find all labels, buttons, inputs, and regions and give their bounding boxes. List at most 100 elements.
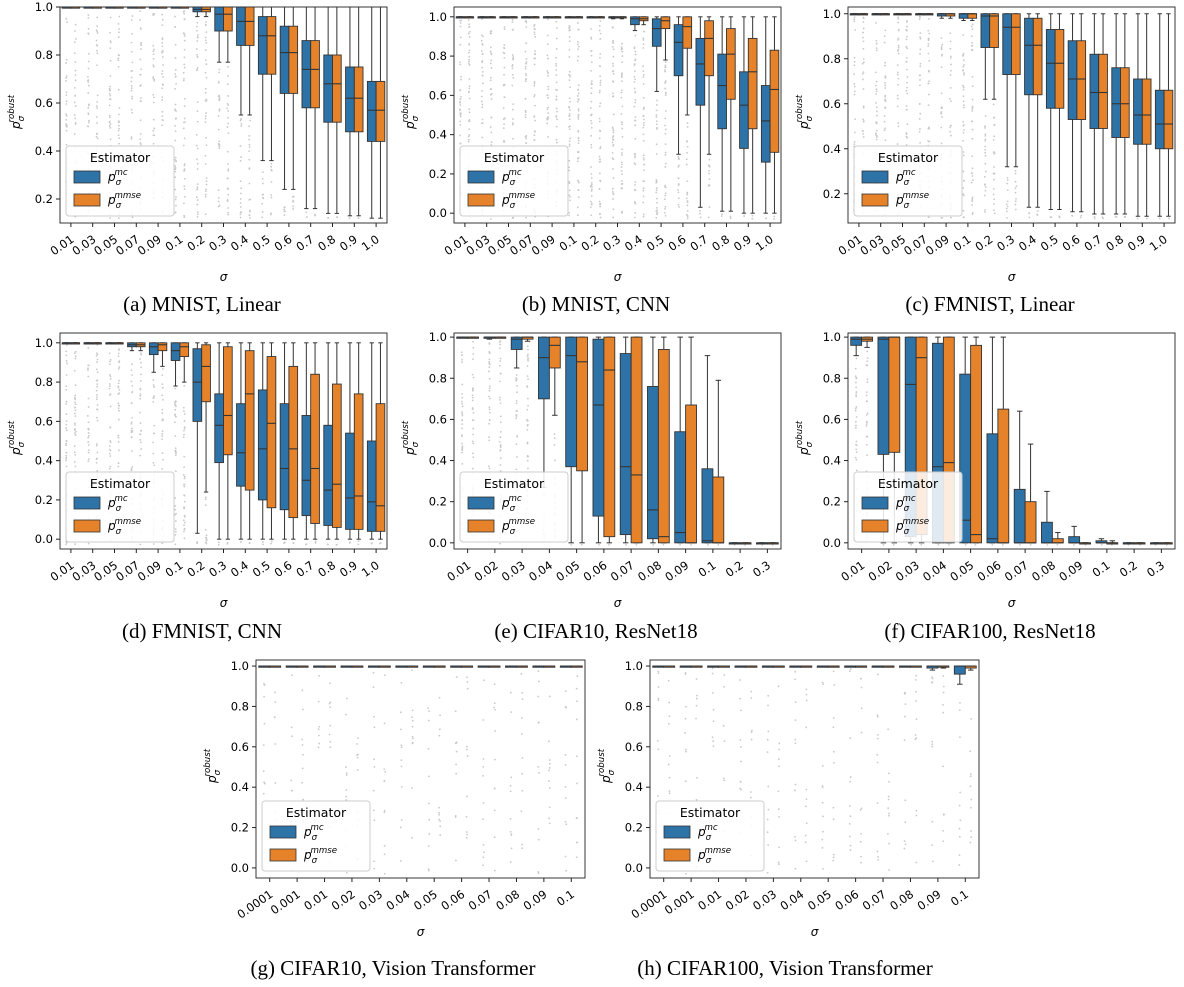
outlier-point	[849, 670, 851, 672]
outlier-point	[795, 840, 797, 842]
outlier-point	[600, 180, 602, 182]
outlier-point	[897, 64, 899, 66]
outlier-point	[591, 122, 593, 124]
outlier-point	[656, 189, 658, 191]
outlier-point	[709, 159, 711, 161]
x-tick-label: 0.8	[315, 232, 338, 254]
outlier-point	[971, 198, 973, 200]
outlier-point	[863, 88, 865, 90]
outlier-point	[984, 211, 986, 213]
outlier-point	[884, 107, 886, 109]
outlier-point	[66, 126, 68, 128]
outlier-point	[521, 773, 523, 775]
outlier-point	[66, 130, 68, 132]
outlier-point	[174, 509, 176, 511]
outlier-point	[984, 149, 986, 151]
box-mc	[215, 7, 224, 31]
outlier-point	[468, 141, 470, 143]
outlier-point	[271, 181, 273, 183]
outlier-point	[494, 836, 496, 838]
outlier-point	[866, 425, 868, 427]
outlier-point	[65, 444, 67, 446]
x-tick-label: 0.8	[315, 558, 338, 580]
outlier-point	[292, 208, 294, 210]
outlier-point	[109, 89, 111, 91]
outlier-point	[515, 410, 517, 412]
outlier-point	[853, 143, 855, 145]
outlier-point	[88, 432, 90, 434]
outlier-point	[262, 211, 264, 213]
outlier-point	[503, 57, 505, 59]
outlier-point	[152, 45, 154, 47]
outlier-point	[139, 398, 141, 400]
outlier-point	[184, 57, 186, 59]
outlier-point	[577, 131, 579, 133]
outlier-point	[152, 401, 154, 403]
outlier-point	[897, 95, 899, 97]
outlier-point	[962, 140, 964, 142]
outlier-point	[139, 544, 141, 546]
outlier-point	[962, 66, 964, 68]
outlier-point	[642, 47, 644, 49]
outlier-point	[941, 92, 943, 94]
x-tick-label: 1.0	[359, 232, 382, 254]
outlier-point	[556, 139, 558, 141]
outlier-point	[346, 698, 348, 700]
outlier-point	[88, 53, 90, 55]
outlier-point	[205, 155, 207, 157]
outlier-point	[345, 796, 347, 798]
outlier-point	[74, 445, 76, 447]
outlier-point	[456, 676, 458, 678]
outlier-point	[915, 862, 917, 864]
outlier-point	[591, 204, 593, 206]
outlier-point	[928, 80, 930, 82]
x-tick-label: 0.6	[272, 232, 295, 254]
outlier-point	[547, 72, 549, 74]
outlier-point	[612, 152, 614, 154]
outlier-point	[634, 102, 636, 104]
outlier-point	[658, 686, 660, 688]
outlier-point	[74, 432, 76, 434]
outlier-point	[205, 497, 207, 499]
outlier-point	[612, 63, 614, 65]
outlier-point	[228, 104, 230, 106]
outlier-point	[534, 31, 536, 33]
outlier-point	[1002, 544, 1004, 546]
outlier-point	[904, 693, 906, 695]
outlier-point	[227, 75, 229, 77]
outlier-point	[888, 781, 890, 783]
outlier-point	[984, 135, 986, 137]
x-tick-label: 0.09	[529, 232, 558, 258]
outlier-point	[591, 173, 593, 175]
outlier-point	[862, 130, 864, 132]
outlier-point	[161, 435, 163, 437]
outlier-point	[1115, 216, 1117, 218]
outlier-point	[928, 70, 930, 72]
outlier-point	[949, 127, 951, 129]
outlier-point	[546, 108, 548, 110]
outlier-point	[504, 84, 506, 86]
outlier-point	[985, 155, 987, 157]
outlier-point	[569, 26, 571, 28]
box-mmse	[1025, 502, 1036, 543]
outlier-point	[525, 42, 527, 44]
outlier-point	[131, 421, 133, 423]
box-mmse	[354, 394, 363, 529]
y-tick-label: 1.0	[823, 330, 841, 344]
outlier-point	[576, 755, 578, 757]
outlier-point	[526, 61, 528, 63]
outlier-point	[950, 70, 952, 72]
outlier-point	[590, 206, 592, 208]
outlier-point	[75, 415, 77, 417]
outlier-point	[499, 397, 501, 399]
outlier-point	[384, 810, 386, 812]
outlier-point	[118, 16, 120, 18]
outlier-point	[494, 788, 496, 790]
outlier-point	[794, 836, 796, 838]
outlier-point	[599, 161, 601, 163]
outlier-point	[621, 74, 623, 76]
outlier-point	[87, 415, 89, 417]
outlier-point	[963, 210, 965, 212]
outlier-point	[950, 87, 952, 89]
outlier-point	[876, 88, 878, 90]
